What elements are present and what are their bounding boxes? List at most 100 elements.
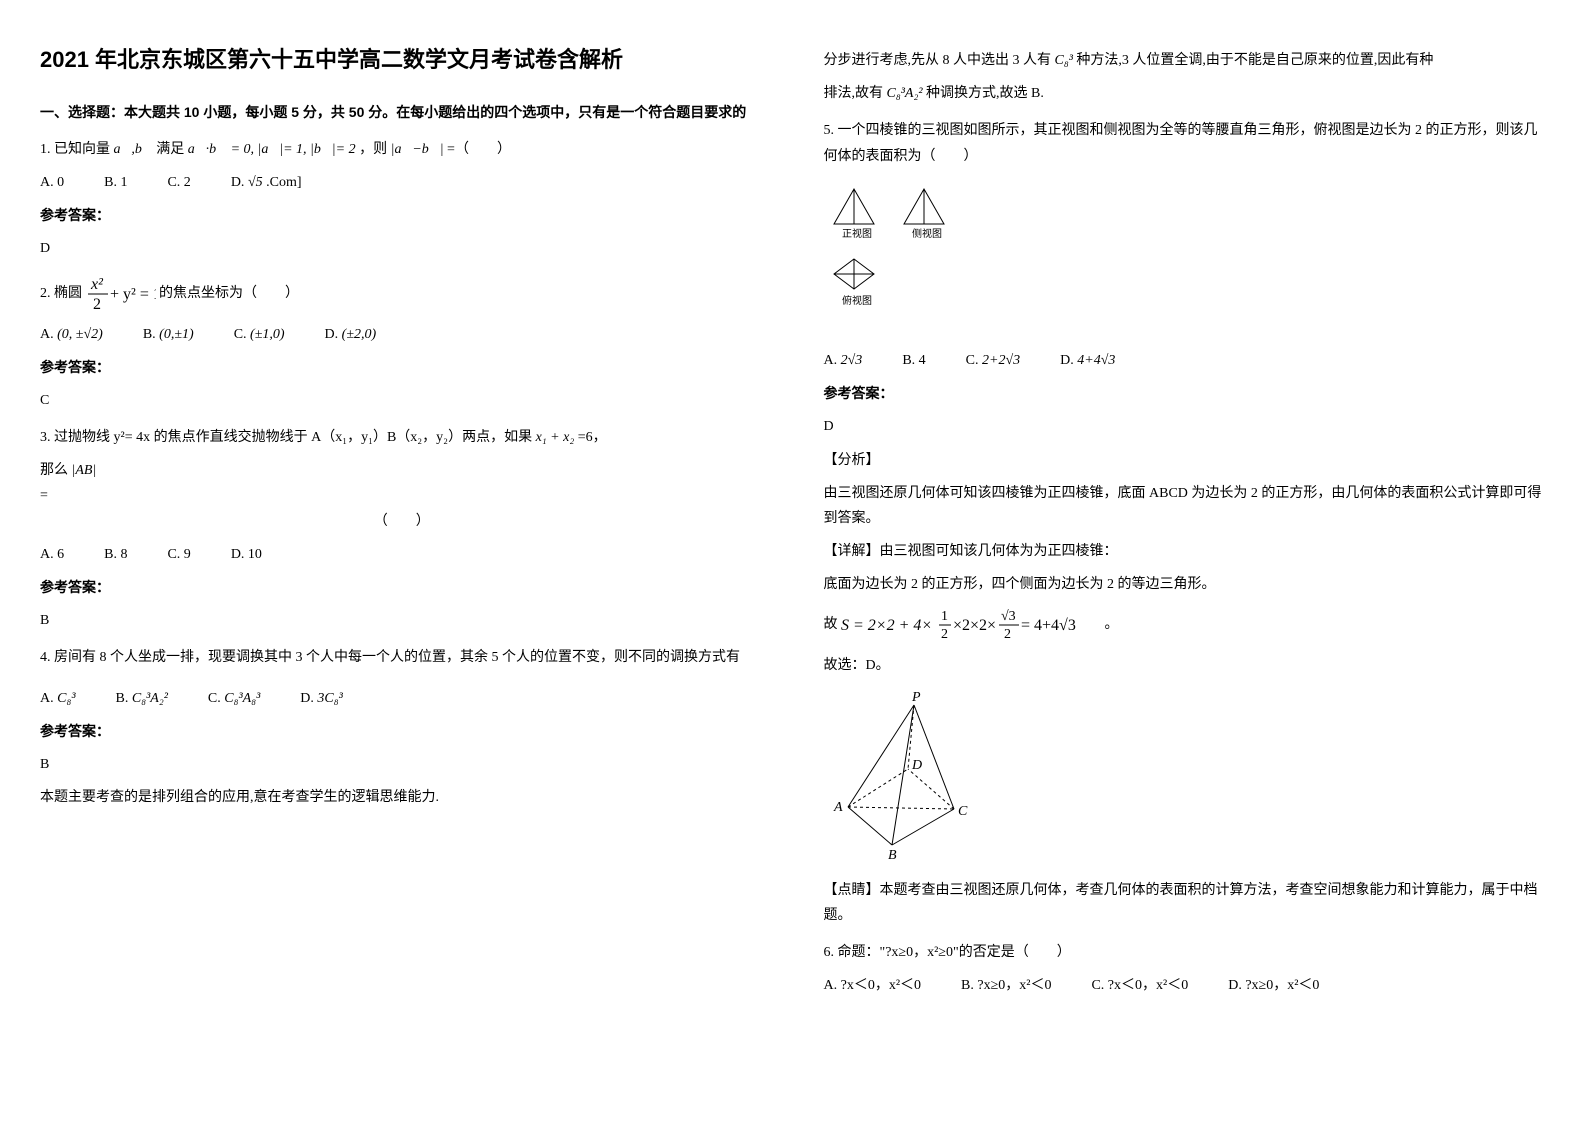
q5-analysis-label: 【分析】 <box>824 448 1548 473</box>
q1-optD-prefix: D. <box>231 175 248 190</box>
q4-continuation2: 排法,故有 C₈³A₂² 种调换方式,故选 B. <box>824 81 1548 106</box>
q5-answer: D <box>824 414 1548 439</box>
q5-optD-prefix: D. <box>1060 353 1077 368</box>
svg-text:√3: √3 <box>1001 609 1016 624</box>
q1-optC: C. 2 <box>167 170 190 195</box>
q4r-text3: 排法,故有 <box>824 86 884 101</box>
svg-text:×2×2×: ×2×2× <box>953 617 996 634</box>
period: 。 <box>1105 618 1119 633</box>
q5-optA: A. 2√3 <box>824 348 863 373</box>
2plus2sqrt3: 2+2√3 <box>982 353 1020 368</box>
svg-text:S = 2×2 + 4×: S = 2×2 + 4× <box>841 617 932 634</box>
q5-detail2: 底面为边长为 2 的正方形，四个侧面为边长为 2 的等边三角形。 <box>824 572 1548 597</box>
x1x2: x₁ + x₂ <box>536 430 575 445</box>
three-views: 正视图 侧视图 俯视图 <box>824 179 1548 338</box>
q5-formula-prefix: 故 <box>824 618 838 633</box>
pyramid-svg: P A B C D <box>824 689 984 859</box>
c83a22-r: C₈³A₂² <box>887 86 923 101</box>
svg-text:D: D <box>911 758 922 773</box>
view2-label: 侧视图 <box>912 227 942 240</box>
question-4: 4. 房间有 8 个人坐成一排，现要调换其中 3 个人中每一个人的位置，其余 5… <box>40 645 764 810</box>
q5-optC: C. 2+2√3 <box>966 348 1020 373</box>
left-column: 2021 年北京东城区第六十五中学高二数学文月考试卷含解析 一、选择题：本大题共… <box>40 40 764 1011</box>
q4-optB-prefix: B. <box>116 691 132 706</box>
q3-optB: B. 8 <box>104 542 127 567</box>
q2-optB-val: (0,±1) <box>159 327 194 342</box>
section-header: 一、选择题：本大题共 10 小题，每小题 5 分，共 50 分。在每小题给出的四… <box>40 100 764 125</box>
q1-vectors: a⃗,b⃗ <box>114 142 153 157</box>
q1-end: ，则 <box>359 142 387 157</box>
q3-answer: B <box>40 608 764 633</box>
svg-text:A: A <box>833 800 843 815</box>
q6-optD: D. ?x≥0，x²＜0 <box>1228 973 1319 998</box>
q2-optC: C. (±1,0) <box>234 322 285 347</box>
q2-optD-val: (±2,0) <box>342 327 377 342</box>
q2-optC-val: (±1,0) <box>250 327 285 342</box>
q4-continuation: 分步进行考虑,先从 8 人中选出 3 人有 C₈³ 种方法,3 人位置全调,由于… <box>824 48 1548 73</box>
q3-line2: 那么 |AB| <box>40 458 764 483</box>
q5-optB: B. 4 <box>902 348 925 373</box>
q4-answer: B <box>40 752 764 777</box>
q2-options: A. (0, ±√2) B. (0,±1) C. (±1,0) D. (±2,0… <box>40 322 764 347</box>
4plus4sqrt3: 4+4√3 <box>1077 353 1115 368</box>
question-text: 2. 椭圆 x² 2 + y² = 1 的焦点坐标为（ ） <box>40 274 764 314</box>
q2-answer: C <box>40 388 764 413</box>
question-text: 4. 房间有 8 个人坐成一排，现要调换其中 3 个人中每一个人的位置，其余 5… <box>40 645 764 670</box>
question-text: 5. 一个四棱锥的三视图如图所示，其正视图和侧视图为全等的等腰直角三角形，俯视图… <box>824 118 1548 168</box>
q1-options: A. 0 B. 1 C. 2 D. √5 .Com] <box>40 170 764 195</box>
q4-optC: C. C₈³A₈³ <box>208 686 260 711</box>
q3-optD: D. 10 <box>231 542 262 567</box>
3c83: 3C₈³ <box>317 691 342 706</box>
question-5: 5. 一个四棱锥的三视图如图所示，其正视图和侧视图为全等的等腰直角三角形，俯视图… <box>824 118 1548 928</box>
svg-text:B: B <box>888 848 897 859</box>
q1-optD-suffix: .Com] <box>266 175 301 190</box>
pyramid-diagram: P A B C D <box>824 689 1548 868</box>
q1-optB: B. 1 <box>104 170 127 195</box>
q2-optB-prefix: B. <box>143 327 159 342</box>
ellipse-formula: x² 2 + y² = 1 <box>86 274 156 314</box>
q5-options: A. 2√3 B. 4 C. 2+2√3 D. 4+4√3 <box>824 348 1548 373</box>
q1-final: =（ ） <box>447 142 511 157</box>
question-1: 1. 已知向量 a⃗,b⃗ 满足 a⃗·b⃗ = 0, |a⃗|= 1, |b⃗… <box>40 137 764 262</box>
q3-text2: =6， <box>578 430 607 445</box>
views-svg: 正视图 侧视图 俯视图 <box>824 179 1024 329</box>
page-title: 2021 年北京东城区第六十五中学高二数学文月考试卷含解析 <box>40 40 764 80</box>
q5-detail-label: 【详解】由三视图可知该几何体为为正四棱锥： <box>824 539 1548 564</box>
q4-optC-prefix: C. <box>208 691 224 706</box>
svg-text:2: 2 <box>1004 627 1011 642</box>
q4r-text1: 分步进行考虑,先从 8 人中选出 3 人有 <box>824 53 1052 68</box>
right-column: 分步进行考虑,先从 8 人中选出 3 人有 C₈³ 种方法,3 人位置全调,由于… <box>824 40 1548 1011</box>
svg-text:+ y² = 1: + y² = 1 <box>110 286 156 303</box>
q4-optB: B. C₈³A₂² <box>116 686 168 711</box>
2sqrt3: 2√3 <box>841 353 863 368</box>
q2-suffix: 的焦点坐标为（ ） <box>159 286 299 301</box>
question-2: 2. 椭圆 x² 2 + y² = 1 的焦点坐标为（ ） A. (0, ±√2… <box>40 274 764 414</box>
ab-abs: |AB| <box>72 463 97 478</box>
sqrt5: √5 <box>248 175 263 190</box>
c83a22: C₈³A₂² <box>132 691 168 706</box>
q4r-text2: 种方法,3 人位置全调,由于不能是自己原来的位置,因此有种 <box>1076 53 1433 68</box>
q5-choice: 故选：D。 <box>824 653 1548 678</box>
q2-optD: D. (±2,0) <box>325 322 377 347</box>
q1-expr: |a⃗−b⃗| <box>391 142 444 157</box>
q6-optC: C. ?x＜0，x²＜0 <box>1091 973 1188 998</box>
q3-eq: = <box>40 483 764 508</box>
q4-options: A. C₈³ B. C₈³A₂² C. C₈³A₈³ D. 3C₈³ <box>40 686 764 711</box>
q3-options: A. 6 B. 8 C. 9 D. 10 <box>40 542 764 567</box>
q1-mid: 满足 <box>156 142 184 157</box>
q3-optC: C. 9 <box>167 542 190 567</box>
svg-text:x²: x² <box>90 276 104 293</box>
answer-label: 参考答案： <box>40 203 764 228</box>
answer-label: 参考答案： <box>824 381 1548 406</box>
q1-optA: A. 0 <box>40 170 64 195</box>
q4-optA-prefix: A. <box>40 691 57 706</box>
q4-explanation: 本题主要考查的是排列组合的应用,意在考查学生的逻辑思维能力. <box>40 785 764 810</box>
q5-analysis: 由三视图还原几何体可知该四棱锥为正四棱锥，底面 ABCD 为边长为 2 的正方形… <box>824 481 1548 531</box>
q6-optA: A. ?x＜0，x²＜0 <box>824 973 922 998</box>
answer-label: 参考答案： <box>40 355 764 380</box>
q2-optA-prefix: A. <box>40 327 57 342</box>
question-3: 3. 过抛物线 y²= 4x 的焦点作直线交抛物线于 A（x₁，y₁）B（x₂，… <box>40 425 764 633</box>
q5-optA-prefix: A. <box>824 353 841 368</box>
svg-text:1: 1 <box>941 609 948 624</box>
q2-optD-prefix: D. <box>325 327 342 342</box>
